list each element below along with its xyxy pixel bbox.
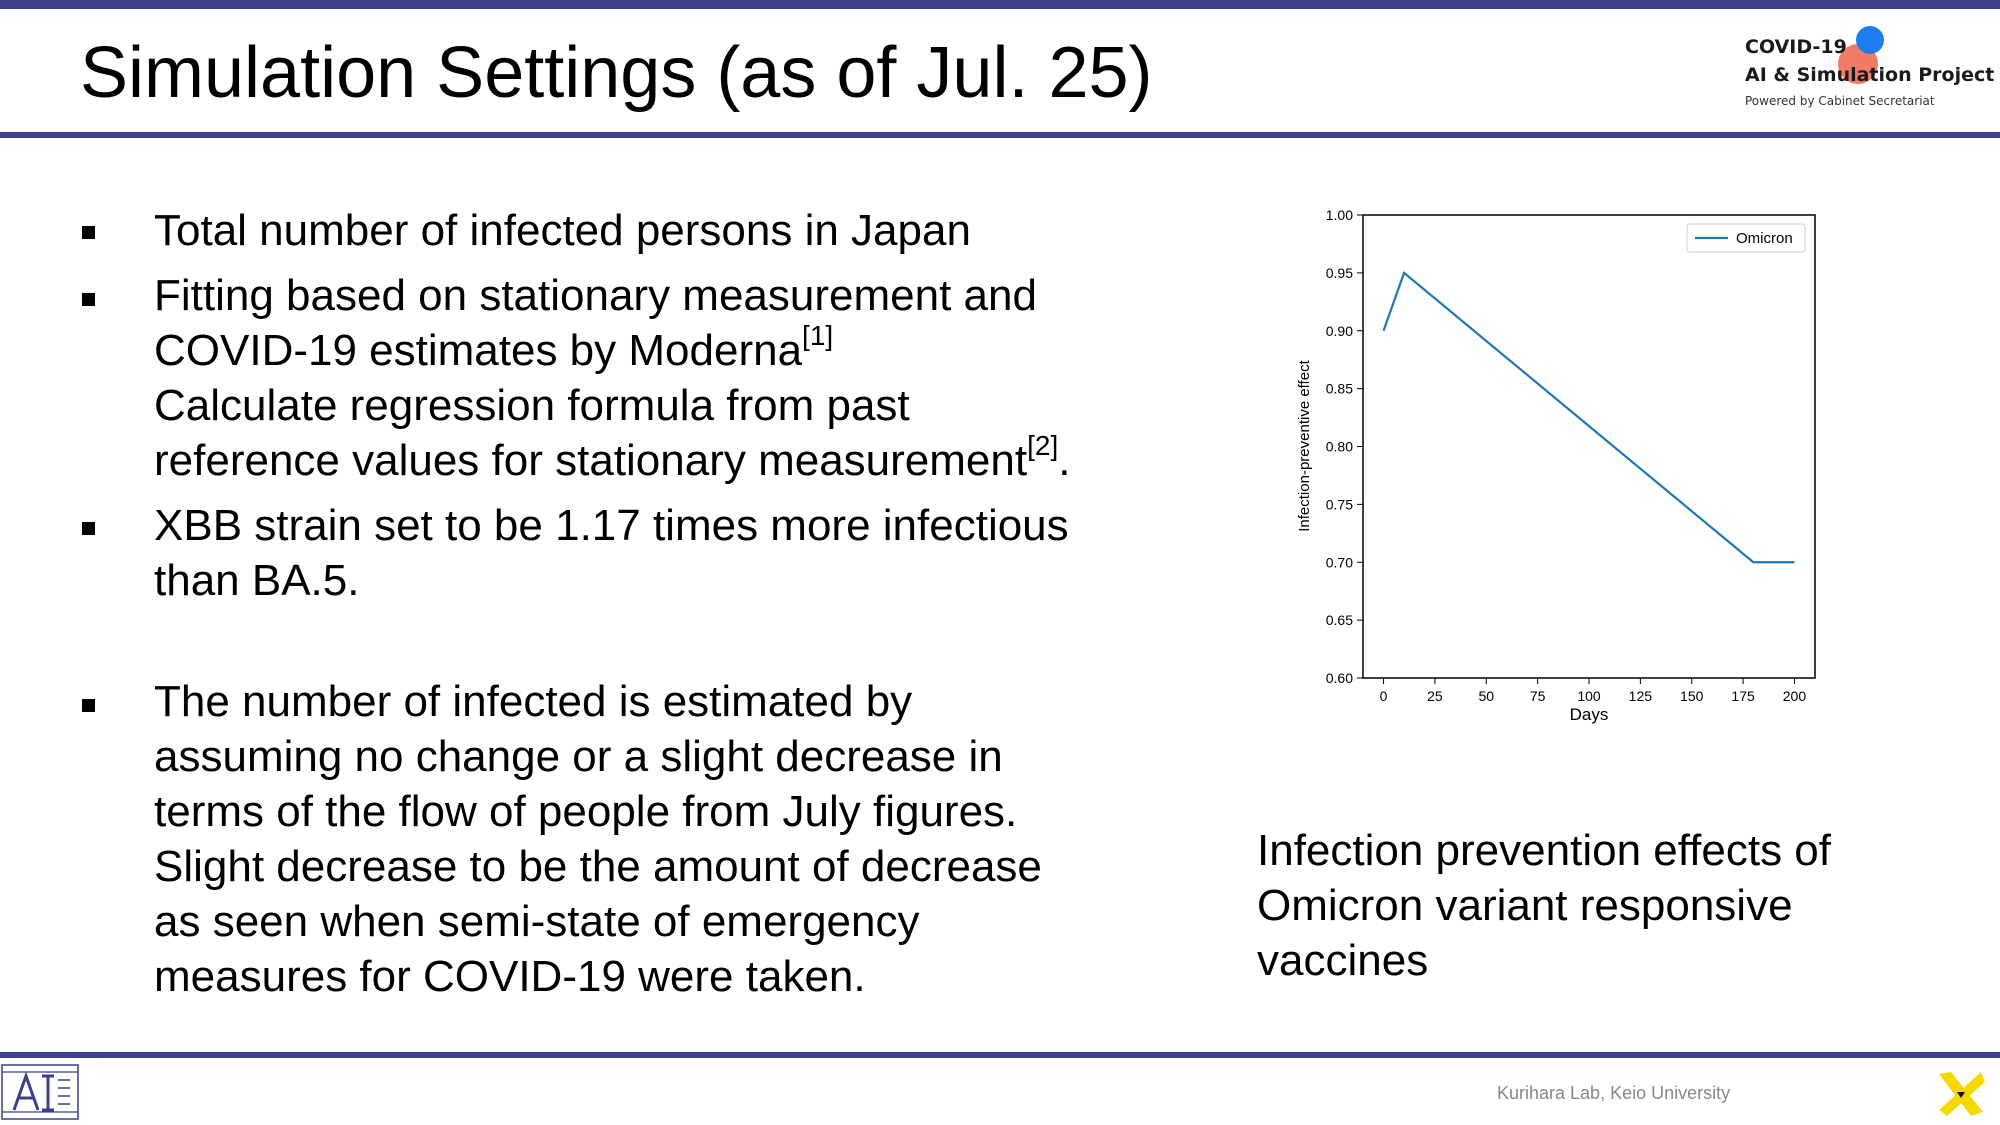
omicron-series-line bbox=[1382, 271, 1795, 564]
chart-caption: Infection prevention effects of Omicron … bbox=[1257, 823, 1831, 988]
x-tick-label: 125 bbox=[1629, 688, 1653, 704]
x-axis-ticks: 0 25 50 75 100 125 150 175 200 bbox=[1380, 678, 1807, 704]
x-tick-label: 0 bbox=[1380, 688, 1388, 704]
y-tick-label: 0.80 bbox=[1326, 439, 1353, 455]
legend-box bbox=[1686, 223, 1806, 253]
bullet-line: assuming no change or a slight decrease … bbox=[154, 732, 1003, 781]
citation-2: [2] bbox=[1027, 430, 1059, 462]
caption-line: Infection prevention effects of bbox=[1257, 826, 1831, 875]
ai-lab-logo-icon bbox=[1, 1064, 79, 1120]
bullet-line: as seen when semi-state of emergency bbox=[154, 897, 920, 946]
y-tick-label: 0.85 bbox=[1326, 381, 1353, 397]
y-tick-label: 0.60 bbox=[1326, 670, 1353, 686]
x-axis-label: Days bbox=[1570, 705, 1609, 724]
x-brand-logo-icon bbox=[1939, 1072, 1985, 1116]
x-tick-label: 50 bbox=[1478, 688, 1494, 704]
vaccine-effect-chart: 0.60 0.65 0.70 0.75 0.80 0.85 0.90 0.95 1.00 0 25… bbox=[1285, 200, 1825, 740]
bullet-square-icon bbox=[82, 522, 95, 535]
caption-line: vaccines bbox=[1257, 936, 1429, 985]
x-tick-label: 200 bbox=[1783, 688, 1807, 704]
citation-1: [1] bbox=[802, 320, 834, 352]
plot-frame bbox=[1362, 214, 1816, 679]
x-tick-label: 150 bbox=[1680, 688, 1704, 704]
bullet-line: Fitting based on stationary measurement … bbox=[154, 271, 1037, 320]
bullet-line: than BA.5. bbox=[154, 556, 360, 605]
logo-line-1: COVID-19 bbox=[1745, 36, 1847, 58]
bullet-line: Calculate regression formula from past bbox=[154, 381, 910, 430]
bullet-line: terms of the flow of people from July fi… bbox=[154, 787, 1018, 836]
logo-line-3: Powered by Cabinet Secretariat bbox=[1745, 94, 1935, 108]
bullet-line: COVID-19 estimates by Moderna[1] bbox=[154, 320, 834, 375]
chart-legend: Omicron bbox=[1686, 223, 1806, 253]
y-tick-label: 0.90 bbox=[1326, 323, 1353, 339]
chart-svg: 0.60 0.65 0.70 0.75 0.80 0.85 0.90 0.95 1.00 0 25… bbox=[1296, 207, 1816, 724]
slide-title: Simulation Settings (as of Jul. 25) bbox=[80, 33, 1153, 113]
y-axis-ticks: 0.60 0.65 0.70 0.75 0.80 0.85 0.90 0.95 1.00 bbox=[1326, 207, 1363, 686]
y-tick-label: 0.65 bbox=[1326, 612, 1353, 628]
top-accent-bar bbox=[0, 0, 2000, 9]
y-axis-label: Infection-preventive effect bbox=[1296, 359, 1313, 531]
bullet-line: Total number of infected persons in Japa… bbox=[154, 206, 971, 255]
x-tick-label: 100 bbox=[1577, 688, 1601, 704]
logo-line-2: AI & Simulation Project bbox=[1745, 64, 1995, 86]
x-tick-label: 75 bbox=[1530, 688, 1546, 704]
footer-credit: Kurihara Lab, Keio University bbox=[1497, 1083, 1731, 1103]
y-tick-label: 0.95 bbox=[1326, 265, 1353, 281]
x-tick-label: 175 bbox=[1731, 688, 1755, 704]
x-tick-label: 25 bbox=[1427, 688, 1443, 704]
y-tick-label: 0.75 bbox=[1326, 496, 1353, 512]
bullet-line: Slight decrease to be the amount of decr… bbox=[154, 842, 1042, 891]
bullet-line: reference values for stationary measurem… bbox=[154, 430, 1071, 485]
y-tick-label: 1.00 bbox=[1326, 207, 1353, 223]
caption-line: Omicron variant responsive bbox=[1257, 881, 1793, 930]
bullet-line: measures for COVID-19 were taken. bbox=[154, 952, 866, 1001]
covid19-ai-simulation-logo: COVID-19 AI & Simulation Project Powered… bbox=[1745, 24, 1994, 114]
bullet-square-icon bbox=[82, 293, 95, 306]
bullet-line: XBB strain set to be 1.17 times more inf… bbox=[154, 501, 1069, 550]
footer-divider bbox=[0, 1052, 2000, 1058]
bullet-line: The number of infected is estimated by bbox=[154, 677, 913, 726]
legend-label: Omicron bbox=[1736, 230, 1793, 247]
title-divider bbox=[0, 132, 2000, 138]
bullet-square-icon bbox=[82, 226, 95, 239]
logo-blue-dot bbox=[1856, 26, 1884, 54]
bullet-square-icon bbox=[82, 699, 95, 712]
y-tick-label: 0.70 bbox=[1326, 554, 1353, 570]
